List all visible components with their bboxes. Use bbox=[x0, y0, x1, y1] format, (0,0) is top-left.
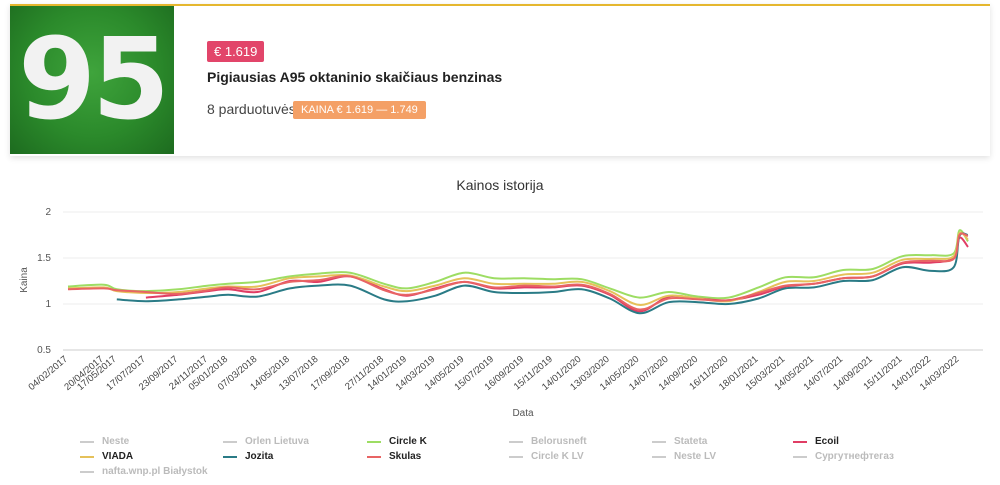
legend-line-icon bbox=[223, 440, 237, 443]
octane-number: 95 bbox=[18, 15, 170, 145]
legend-line-icon bbox=[652, 455, 666, 458]
legend-label: Orlen Lietuva bbox=[245, 436, 309, 447]
legend-label: Neste bbox=[102, 436, 130, 447]
legend-line-icon bbox=[509, 455, 523, 458]
legend-line-icon bbox=[223, 455, 237, 458]
legend-line-icon bbox=[652, 440, 666, 443]
legend-label: VIADA bbox=[102, 451, 134, 462]
legend-label: Belorusneft bbox=[531, 436, 587, 447]
legend-item[interactable]: Neste LV bbox=[652, 451, 716, 462]
legend-line-icon bbox=[367, 440, 381, 443]
legend-label: nafta.wnp.pl Białystok bbox=[102, 466, 208, 477]
y-tick-label: 0.5 bbox=[37, 345, 51, 356]
legend-item[interactable]: Jozita bbox=[223, 451, 273, 462]
legend-label: Jozita bbox=[245, 451, 274, 462]
legend-label: Circle K LV bbox=[531, 451, 584, 462]
stations-count: 8 parduotuvės bbox=[207, 101, 296, 117]
legend-line-icon bbox=[367, 455, 381, 458]
series-lines bbox=[67, 229, 969, 315]
price-history-chart: Kainos istorija 0.5 1 1.5 2 04/02/201720/04… bbox=[19, 177, 983, 419]
legend-line-icon bbox=[80, 470, 94, 473]
legend-label: Skulas bbox=[389, 451, 422, 462]
legend-item[interactable]: VIADA bbox=[80, 451, 133, 462]
y-tick-label: 1 bbox=[45, 299, 51, 310]
legend-item[interactable]: nafta.wnp.pl Białystok bbox=[80, 466, 208, 477]
chart-title: Kainos istorija bbox=[456, 177, 543, 193]
series-line-viada bbox=[67, 231, 969, 306]
series-line-jozita bbox=[116, 232, 969, 315]
legend-label: Neste LV bbox=[674, 451, 717, 462]
series-line-skulas bbox=[67, 232, 969, 311]
price-badge: € 1.619 bbox=[207, 41, 265, 62]
cheapest-fuel-card: 95 € 1.619 Pigiausias A95 oktaninio skai… bbox=[10, 4, 990, 156]
legend-item[interactable]: Circle K LV bbox=[509, 451, 584, 462]
legend-label: Circle K bbox=[389, 436, 427, 447]
price-range-badge: KAINA € 1.619 — 1.749 bbox=[293, 101, 426, 119]
legend-label: Сургутнефтегаз bbox=[815, 451, 895, 462]
legend-item[interactable]: Stateta bbox=[652, 436, 707, 447]
legend-item[interactable]: Skulas bbox=[367, 451, 421, 462]
legend-line-icon bbox=[793, 455, 807, 458]
octane-95-badge: 95 bbox=[10, 6, 174, 154]
chart-legend: Neste Orlen Lietuva Circle K Belorusneft Sta… bbox=[80, 436, 980, 484]
y-axis-ticks: 0.5 1 1.5 2 bbox=[37, 207, 51, 356]
chart-grid bbox=[63, 211, 983, 351]
legend-item[interactable]: Neste bbox=[80, 436, 129, 447]
legend-item[interactable]: Orlen Lietuva bbox=[223, 436, 309, 447]
y-tick-label: 1.5 bbox=[37, 253, 51, 264]
legend-item[interactable]: Ecoil bbox=[793, 436, 839, 447]
x-axis-label: Data bbox=[512, 408, 534, 419]
legend-label: Stateta bbox=[674, 436, 708, 447]
legend-item[interactable]: Сургутнефтегаз bbox=[793, 451, 894, 462]
legend-line-icon bbox=[80, 455, 94, 458]
x-axis-ticks: 04/02/201720/04/201717/05/201717/07/2017… bbox=[26, 354, 961, 393]
legend-line-icon bbox=[509, 440, 523, 443]
y-axis-label: Kaina bbox=[19, 267, 30, 293]
legend-item[interactable]: Circle K bbox=[367, 436, 427, 447]
legend-label: Ecoil bbox=[815, 436, 839, 447]
y-tick-label: 2 bbox=[45, 207, 51, 218]
legend-line-icon bbox=[793, 440, 807, 443]
series-line-circle-k bbox=[67, 229, 969, 300]
legend-line-icon bbox=[80, 440, 94, 443]
fuel-title: Pigiausias A95 oktaninio skaičiaus benzi… bbox=[207, 69, 503, 85]
legend-item[interactable]: Belorusneft bbox=[509, 436, 587, 447]
